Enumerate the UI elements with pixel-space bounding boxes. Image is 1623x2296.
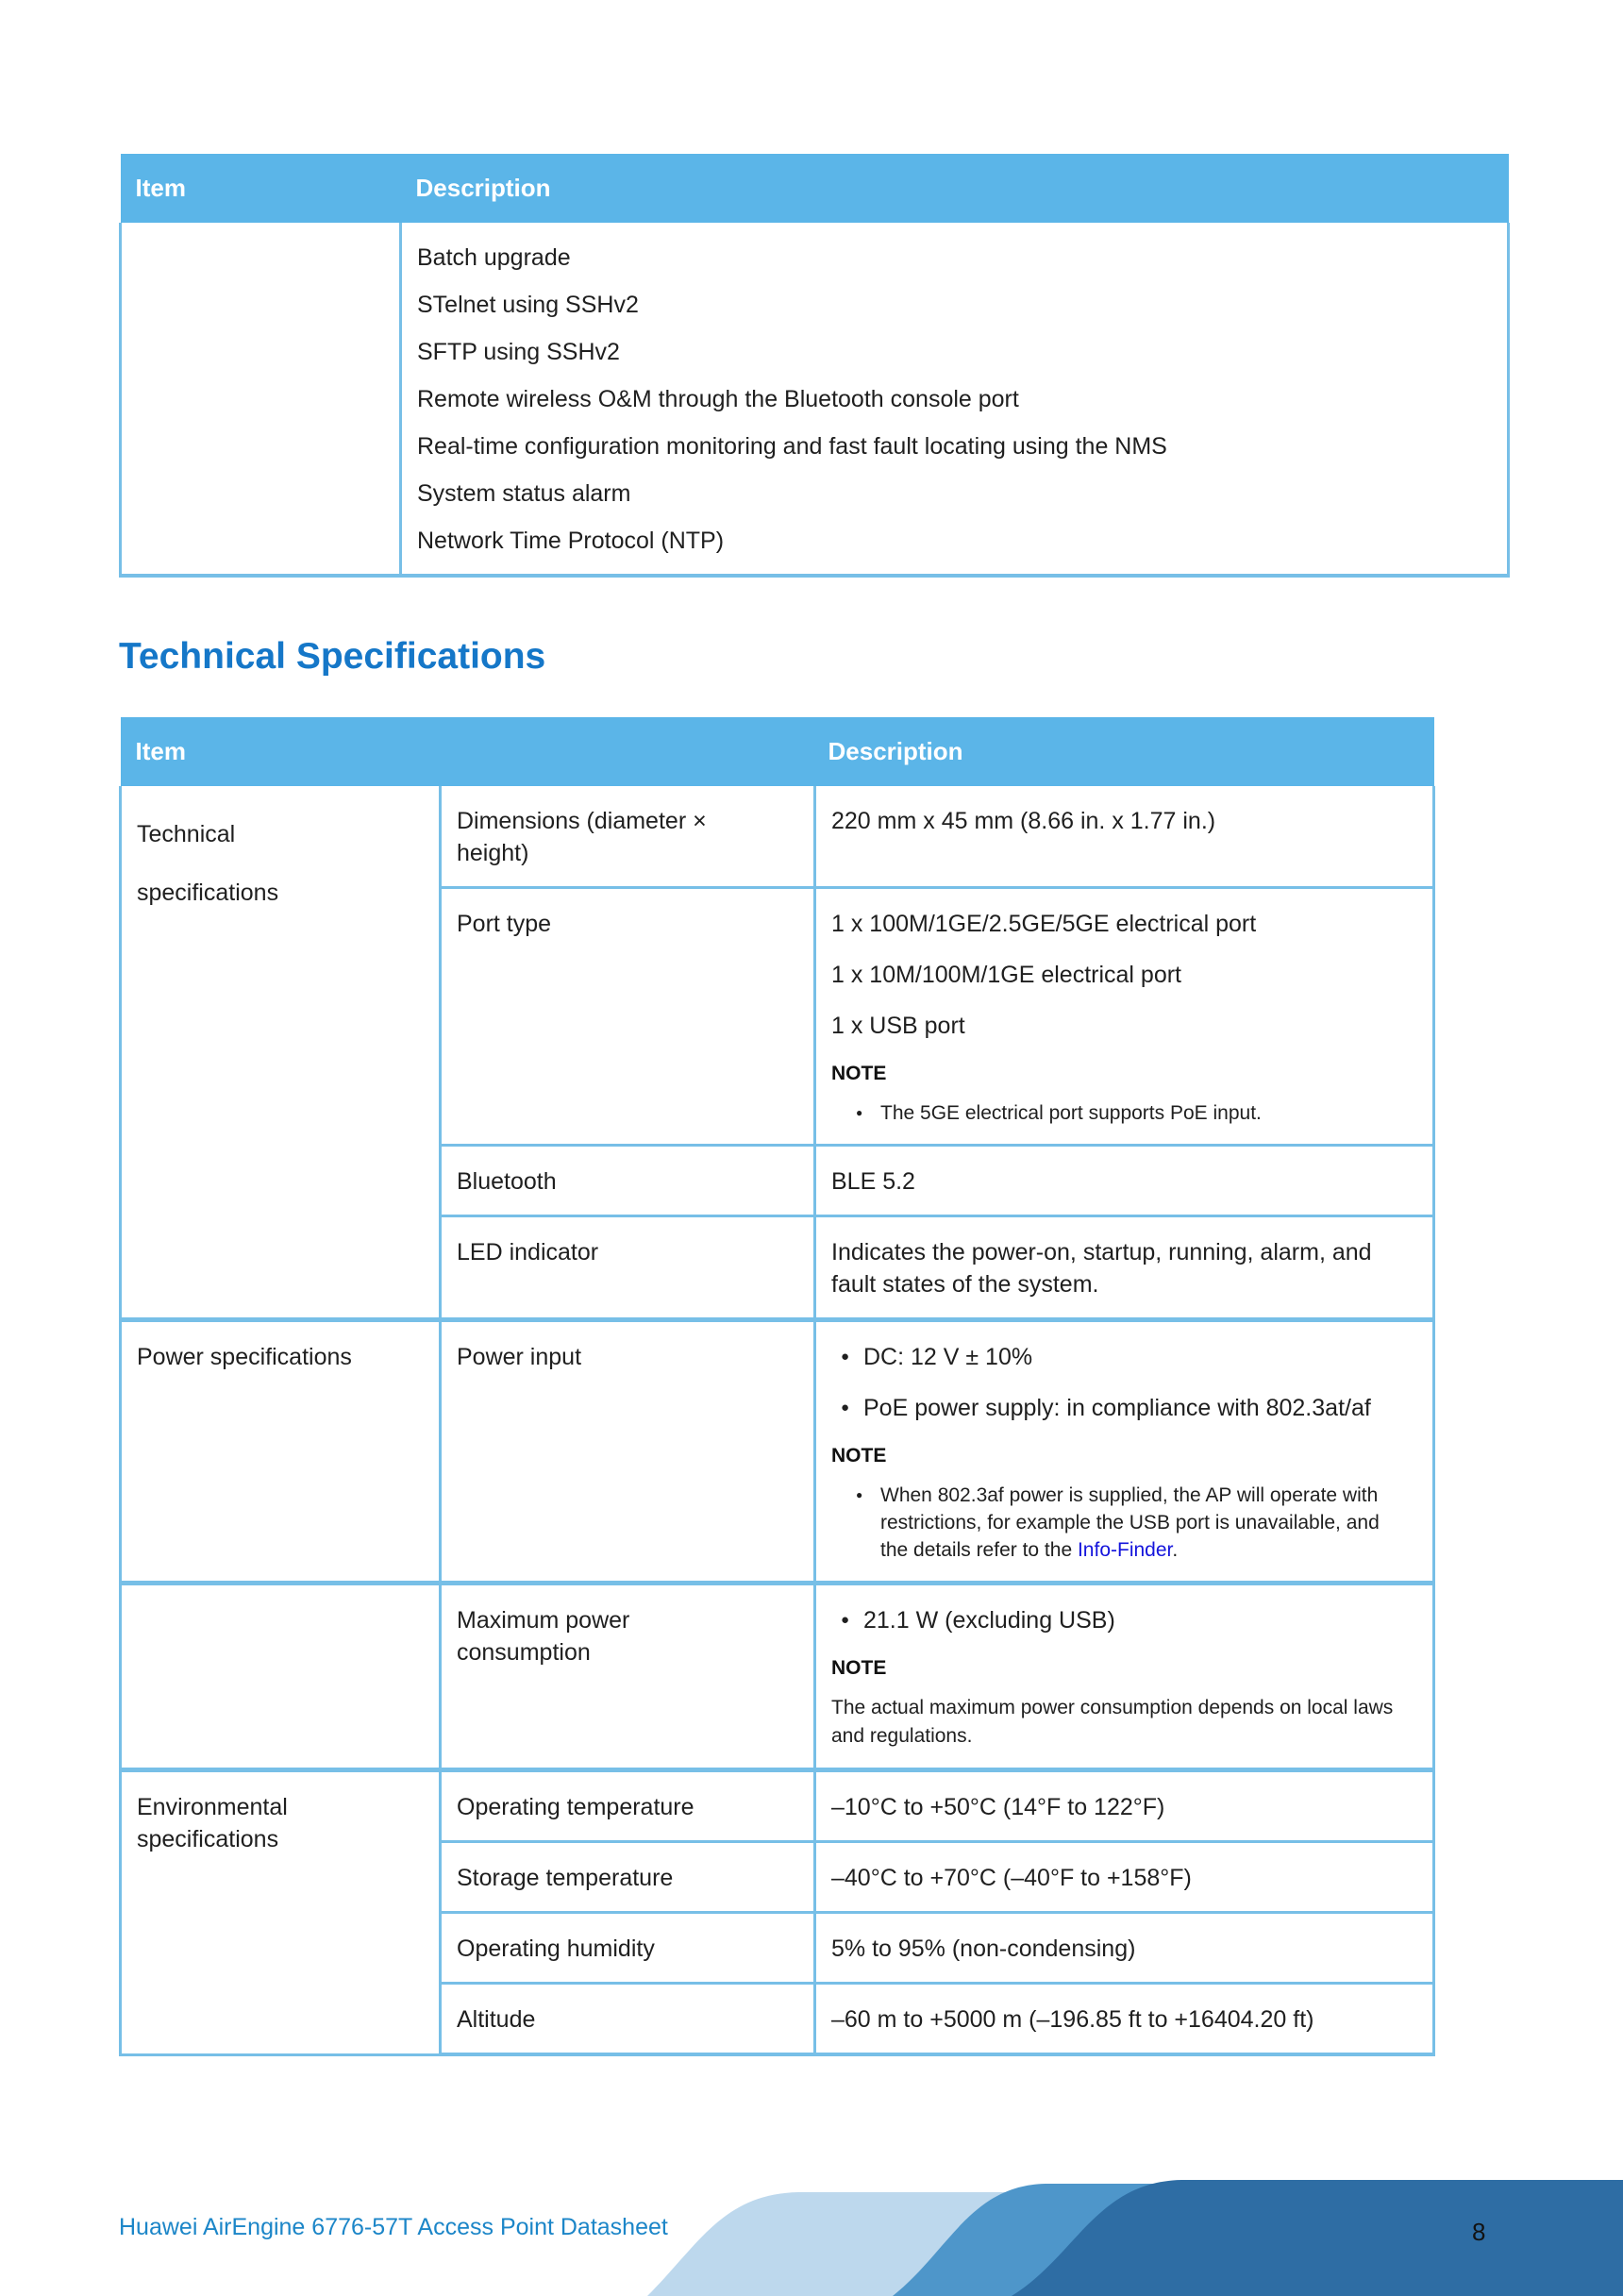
bullet-text: PoE power supply: in compliance with 802… [863,1395,1371,1421]
description-cell: Indicates the power-on, startup, running… [813,1215,1435,1321]
feature-line: Batch upgrade [417,244,571,271]
column-header-description: Description [814,717,1434,786]
section-title: Technical Specifications [119,636,546,677]
description-cell: 5% to 95% (non-condensing) [813,1911,1435,1985]
description-paragraph: 1 x 100M/1GE/2.5GE/5GE electrical port [831,911,1257,937]
table-row: Operating humidity 5% to 95% (non-condens… [121,1911,1435,1985]
item-cell: Bluetooth [439,1144,816,1217]
table-row: Bluetooth BLE 5.2 [121,1144,1435,1217]
bullet-icon: ● [856,1488,863,1501]
item-group-cell [119,1581,442,1771]
footer-doc-title: Huawei AirEngine 6776-57T Access Point D… [119,2214,668,2240]
column-header-description: Description [400,154,1509,223]
bullet-item: ● The 5GE electrical port supports PoE in… [856,1099,1404,1127]
item-cell: Altitude [439,1982,816,2056]
bullet-icon: ● [841,1349,850,1365]
item-group-cell: Technical specifications [119,786,442,1321]
description-cell: 1 x 100M/1GE/2.5GE/5GE electrical port 1 … [813,886,1435,1147]
item-cell: Power input [439,1317,816,1584]
note-label: NOTE [831,1657,887,1679]
table-row: Maximum power consumption ● 21.1 W (exclud… [119,1581,1435,1771]
description-paragraph: –60 m to +5000 m (–196.85 ft to +16404.2… [831,2006,1314,2033]
feature-line: Real-time configuration monitoring and f… [417,433,1167,460]
feature-line: Remote wireless O&M through the Bluetoot… [417,386,1019,412]
description-paragraph: BLE 5.2 [831,1168,915,1195]
item-group-cell: Power specifications [119,1317,442,1584]
description-cell: –40°C to +70°C (–40°F to +158°F) [813,1840,1435,1914]
description-paragraph: 1 x USB port [831,1013,965,1039]
table-row: LED indicator Indicates the power-on, sta… [121,1215,1435,1321]
item-cell: Dimensions (diameter × height) [439,786,816,889]
description-cell: BLE 5.2 [813,1144,1435,1217]
feature-line: STelnet using SSHv2 [417,292,639,318]
table-row: Technical specifications Dimensions (diam… [119,786,1435,1321]
bullet-icon: ● [856,1106,863,1119]
column-header-item: Item [120,717,815,786]
bullet-text: DC: 12 V ± 10% [863,1344,1033,1370]
page-number: 8 [1472,2218,1486,2246]
item-cell: Storage temperature [439,1840,816,1914]
bullet-item: ● PoE power supply: in compliance with 80… [831,1392,1404,1424]
info-finder-link[interactable]: Info-Finder [1077,1539,1173,1561]
item-group-cell: Environmental specifications [119,1768,442,2056]
table-header-row: Item Description [120,154,1509,223]
feature-line: Network Time Protocol (NTP) [417,528,725,554]
bullet-item: ● DC: 12 V ± 10% [831,1341,1404,1373]
table-row: Storage temperature –40°C to +70°C (–40°F… [121,1840,1435,1914]
description-paragraph: 220 mm x 45 mm (8.66 in. x 1.77 in.) [831,808,1216,834]
bullet-item: ● 21.1 W (excluding USB) [831,1604,1404,1636]
description-cell: –10°C to +50°C (14°F to 122°F) [813,1768,1435,1843]
item-cell: Operating humidity [439,1911,816,1985]
page-content: Item Description Batch upgrade STelnet us… [119,154,1510,2056]
description-paragraph: Indicates the power-on, startup, running… [831,1239,1372,1298]
description-cell: ● 21.1 W (excluding USB) NOTE The actual ma… [813,1581,1435,1771]
feature-line: System status alarm [417,480,631,507]
table-header-row: Item Description [120,717,1434,786]
bullet-item: ● When 802.3af power is supplied, the AP … [856,1482,1404,1564]
note-paragraph: The actual maximum power consumption dep… [831,1697,1394,1747]
technical-specifications-table: Item Description Technical specification… [119,717,1435,2056]
bullet-text: When 802.3af power is supplied, the AP w… [880,1484,1380,1561]
bullet-icon: ● [841,1399,850,1416]
oam-features-table: Item Description Batch upgrade STelnet us… [119,154,1510,578]
footer-wave-graphic [647,2180,1623,2296]
table-row: Altitude –60 m to +5000 m (–196.85 ft to … [121,1982,1435,2056]
item-cell: LED indicator [439,1215,816,1321]
bullet-icon: ● [841,1612,850,1628]
table-row: Power specifications Power input ● DC: 12 V… [119,1317,1435,1584]
item-cell [119,223,402,578]
description-paragraph: –40°C to +70°C (–40°F to +158°F) [831,1865,1192,1891]
description-cell: ● DC: 12 V ± 10% ● PoE power supply: in com… [813,1317,1435,1584]
wave-dark-shape [1012,2180,1623,2296]
bullet-text: The 5GE electrical port supports PoE inp… [880,1102,1262,1124]
description-cell: 220 mm x 45 mm (8.66 in. x 1.77 in.) [813,786,1435,889]
description-paragraph: 1 x 10M/100M/1GE electrical port [831,962,1181,988]
note-label: NOTE [831,1063,887,1084]
description-cell: Batch upgrade STelnet using SSHv2 SFTP usi… [399,223,1510,578]
feature-line: SFTP using SSHv2 [417,339,620,365]
column-header-item: Item [120,154,401,223]
description-paragraph: –10°C to +50°C (14°F to 122°F) [831,1794,1165,1820]
table-row: Port type 1 x 100M/1GE/2.5GE/5GE electric… [121,886,1435,1147]
table-row: Batch upgrade STelnet using SSHv2 SFTP usi… [119,223,1510,578]
note-label: NOTE [831,1445,887,1466]
bullet-text: 21.1 W (excluding USB) [863,1607,1115,1634]
item-cell: Port type [439,886,816,1147]
description-cell: –60 m to +5000 m (–196.85 ft to +16404.2… [813,1982,1435,2056]
item-cell: Maximum power consumption [439,1581,816,1771]
table-row: Environmental specifications Operating te… [119,1768,1435,2056]
item-cell: Operating temperature [439,1768,816,1843]
description-paragraph: 5% to 95% (non-condensing) [831,1936,1136,1962]
